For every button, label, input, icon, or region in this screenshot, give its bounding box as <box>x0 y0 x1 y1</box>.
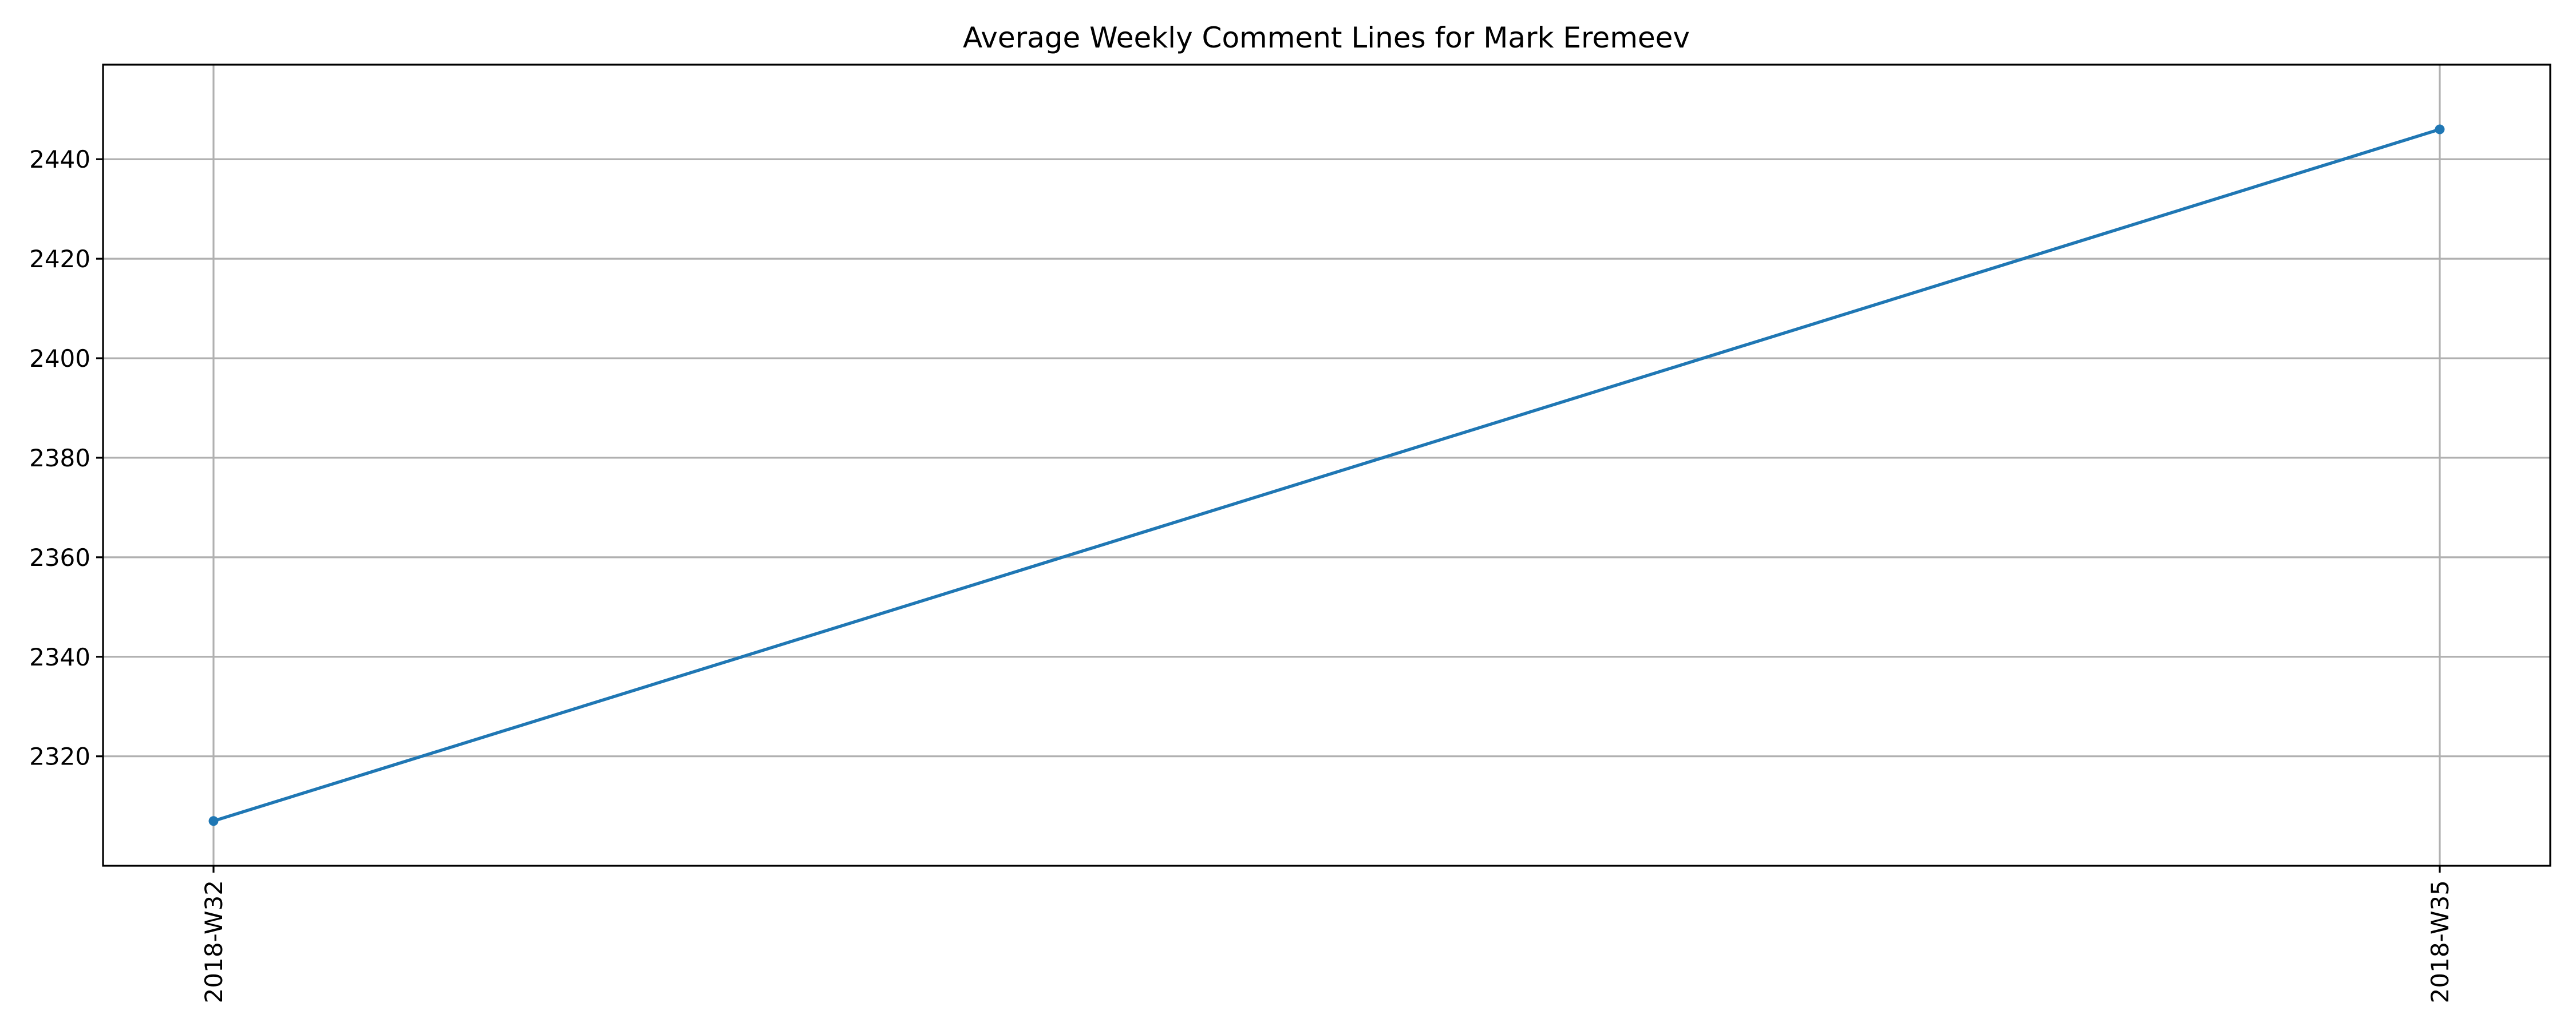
y-tick-label: 2340 <box>29 643 90 671</box>
y-tick-label: 2320 <box>29 743 90 771</box>
data-point <box>208 816 219 826</box>
series-layer <box>208 124 2445 826</box>
data-point <box>2435 124 2445 134</box>
y-tick-label: 2440 <box>29 145 90 173</box>
series-line <box>213 128 2440 823</box>
plot-frame <box>102 64 2551 867</box>
y-tick-label: 2360 <box>29 544 90 572</box>
chart-title: Average Weekly Comment Lines for Mark Er… <box>963 21 1690 54</box>
axis-layer: 2320 2340 2360 2380 2400 2420 2440 2018-W32 2018… <box>29 145 2454 1003</box>
y-tick-label: 2400 <box>29 344 90 373</box>
x-tick-label: 2018-W32 <box>200 880 228 1003</box>
y-tick-label: 2420 <box>29 245 90 273</box>
x-tick-label: 2018-W35 <box>2426 880 2454 1003</box>
y-tick-label: 2380 <box>29 444 90 472</box>
grid-layer <box>103 65 2550 866</box>
